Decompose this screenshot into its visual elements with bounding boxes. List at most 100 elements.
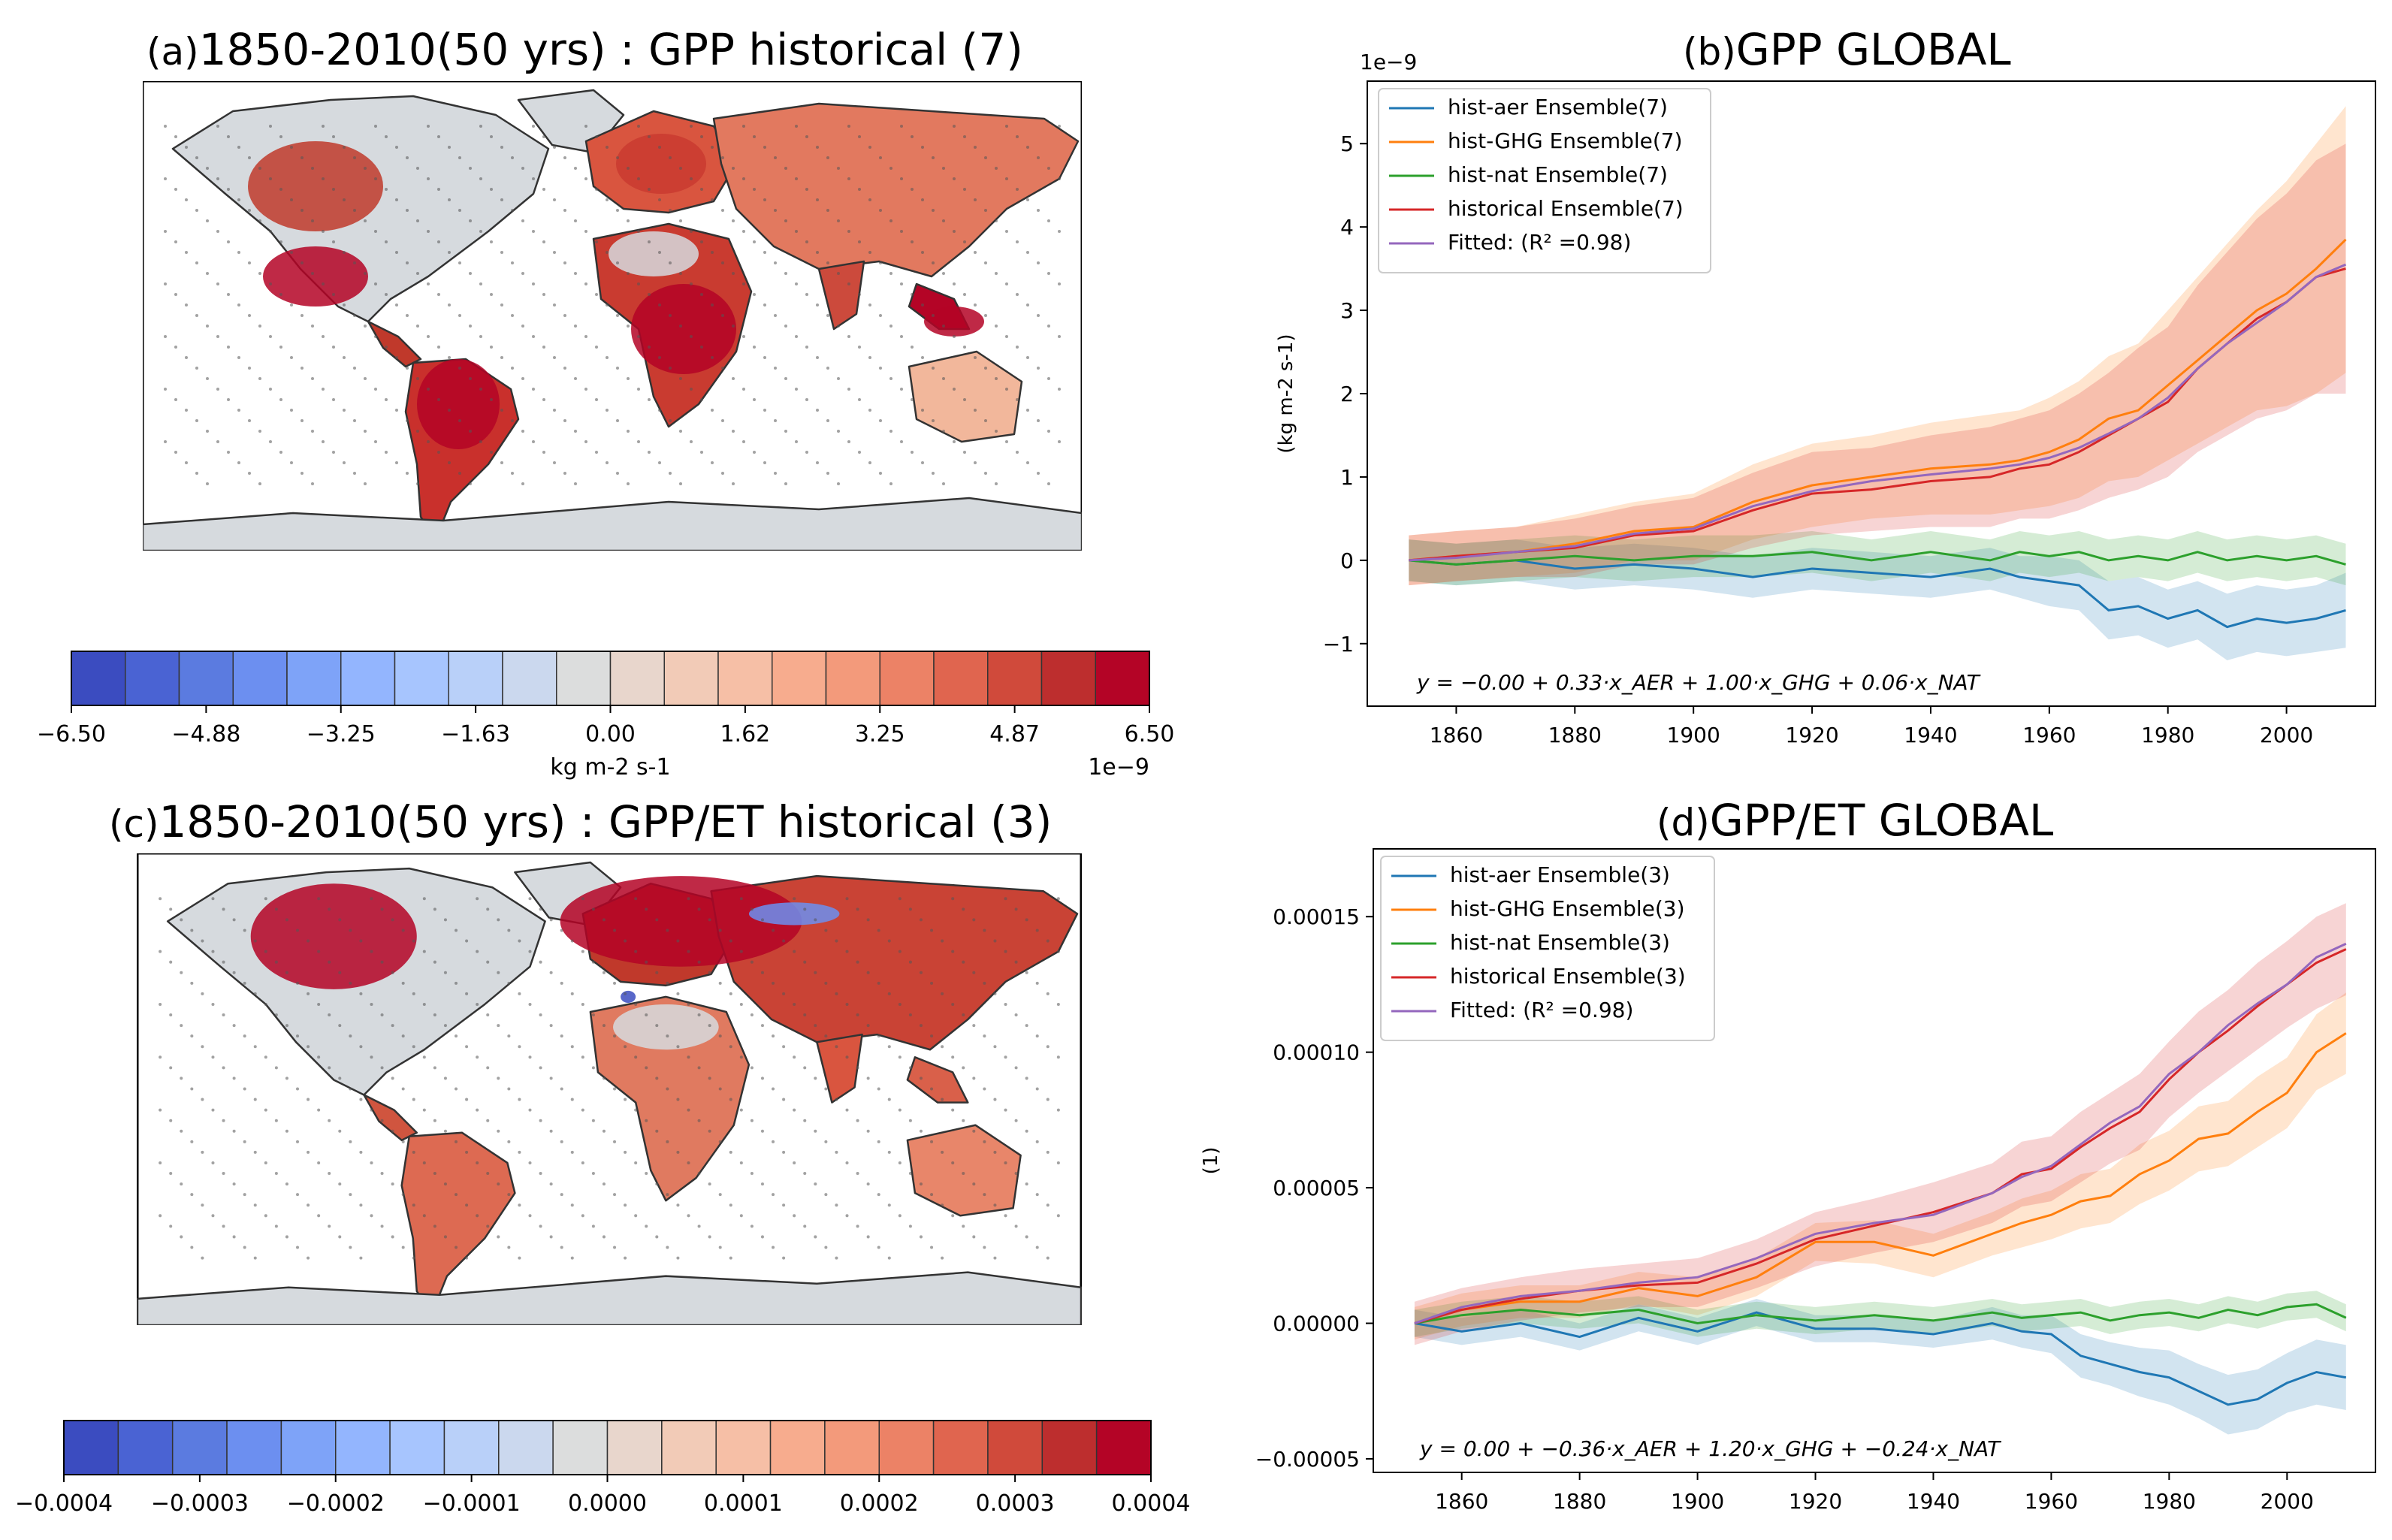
stipple-dot bbox=[814, 1182, 817, 1186]
stipple-dot bbox=[222, 1066, 225, 1070]
stipple-dot bbox=[521, 377, 524, 380]
colorbar-label: kg m-2 s-1 bbox=[550, 754, 670, 781]
stipple-dot bbox=[795, 230, 798, 233]
stipple-dot bbox=[911, 451, 914, 454]
stipple-dot bbox=[676, 1150, 680, 1154]
stipple-dot bbox=[301, 367, 304, 370]
stipple-dot bbox=[322, 440, 325, 443]
stipple-dot bbox=[750, 960, 754, 964]
stipple-dot bbox=[739, 897, 743, 901]
stipple-dot bbox=[655, 1235, 659, 1239]
stipple-dot bbox=[591, 1066, 595, 1070]
stipple-dot bbox=[1056, 897, 1060, 901]
stipple-dot bbox=[560, 1034, 563, 1038]
stipple-dot bbox=[856, 960, 859, 964]
stipple-dot bbox=[1004, 897, 1007, 901]
stipple-dot bbox=[370, 1214, 373, 1218]
stipple-dot bbox=[676, 1203, 680, 1207]
stipple-dot bbox=[732, 272, 735, 275]
stipple-dot bbox=[879, 472, 882, 475]
colorbar-cell bbox=[556, 651, 612, 706]
stipple-dot bbox=[469, 430, 472, 433]
stipple-dot bbox=[634, 1161, 638, 1164]
stipple-dot bbox=[511, 261, 514, 264]
stipple-dot bbox=[930, 1193, 934, 1197]
continent-seasia bbox=[906, 1056, 969, 1104]
stipple-dot bbox=[595, 240, 598, 243]
stipple-dot bbox=[227, 188, 230, 191]
stipple-dot bbox=[1004, 1055, 1007, 1059]
stipple-dot bbox=[648, 398, 651, 401]
stipple-dot bbox=[1016, 398, 1019, 401]
stipple-dot bbox=[248, 419, 251, 422]
stipple-dot bbox=[645, 1172, 648, 1176]
stipple-dot bbox=[750, 1066, 754, 1070]
stipple-dot bbox=[185, 409, 188, 412]
stipple-dot bbox=[898, 1002, 902, 1006]
map-hotspot bbox=[924, 306, 984, 337]
stipple-dot bbox=[307, 1203, 310, 1207]
stipple-dot bbox=[729, 939, 732, 943]
stipple-dot bbox=[687, 1055, 690, 1059]
stipple-dot bbox=[837, 482, 840, 485]
stipple-dot bbox=[739, 1161, 743, 1164]
stipple-dot bbox=[269, 440, 272, 443]
stipple-dot bbox=[721, 261, 724, 264]
stipple-dot bbox=[206, 377, 209, 380]
colorbar-tick-label: 4.87 bbox=[989, 721, 1040, 747]
stipple-dot bbox=[437, 398, 440, 401]
stipple-dot bbox=[427, 440, 430, 443]
stipple-dot bbox=[930, 1140, 934, 1143]
stipple-dot bbox=[563, 314, 566, 317]
stipple-dot bbox=[816, 461, 819, 464]
stipple-dot bbox=[687, 897, 690, 901]
colorbar-cell bbox=[226, 1420, 282, 1475]
stipple-dot bbox=[942, 482, 945, 485]
stipple-dot bbox=[406, 472, 409, 475]
stipple-dot bbox=[296, 981, 300, 985]
stipple-dot bbox=[763, 356, 766, 359]
stipple-dot bbox=[476, 950, 479, 953]
stipple-dot bbox=[974, 146, 977, 149]
stipple-dot bbox=[858, 398, 861, 401]
stipple-dot bbox=[972, 918, 976, 922]
y-tick-label: −0.00005 bbox=[1255, 1447, 1360, 1472]
stipple-dot bbox=[401, 1193, 405, 1197]
stipple-dot bbox=[919, 918, 923, 922]
stipple-dot bbox=[370, 1055, 373, 1059]
stipple-dot bbox=[972, 971, 976, 974]
stipple-dot bbox=[370, 1161, 373, 1164]
stipple-dot bbox=[983, 981, 986, 985]
stipple-dot bbox=[422, 1108, 426, 1112]
stipple-dot bbox=[847, 282, 850, 285]
stipple-dot bbox=[782, 1256, 786, 1260]
stipple-dot bbox=[243, 1087, 246, 1091]
stipple-dot bbox=[606, 356, 609, 359]
stipple-dot bbox=[253, 939, 257, 943]
stipple-dot bbox=[911, 135, 914, 138]
stipple-dot bbox=[190, 1246, 194, 1249]
stipple-dot bbox=[627, 430, 630, 433]
stipple-dot bbox=[412, 1150, 415, 1154]
stipple-dot bbox=[1025, 1182, 1028, 1186]
stipple-dot bbox=[406, 419, 409, 422]
stipple-dot bbox=[374, 282, 377, 285]
stipple-dot bbox=[837, 325, 840, 328]
stipple-dot bbox=[984, 419, 987, 422]
stipple-dot bbox=[448, 251, 451, 254]
stipple-dot bbox=[634, 950, 638, 953]
stipple-dot bbox=[195, 367, 198, 370]
x-tick-label: 1960 bbox=[2022, 723, 2076, 747]
stipple-dot bbox=[518, 1256, 521, 1260]
stipple-dot bbox=[349, 1140, 352, 1143]
stipple-dot bbox=[338, 1235, 342, 1239]
stipple-dot bbox=[953, 125, 956, 128]
stipple-dot bbox=[1056, 1002, 1060, 1006]
stipple-dot bbox=[835, 1203, 838, 1207]
stipple-dot bbox=[296, 1246, 300, 1249]
stipple-dot bbox=[793, 950, 796, 953]
stipple-dot bbox=[877, 981, 880, 985]
stipple-dot bbox=[887, 1150, 891, 1154]
stipple-dot bbox=[164, 230, 167, 233]
stipple-dot bbox=[448, 303, 451, 306]
